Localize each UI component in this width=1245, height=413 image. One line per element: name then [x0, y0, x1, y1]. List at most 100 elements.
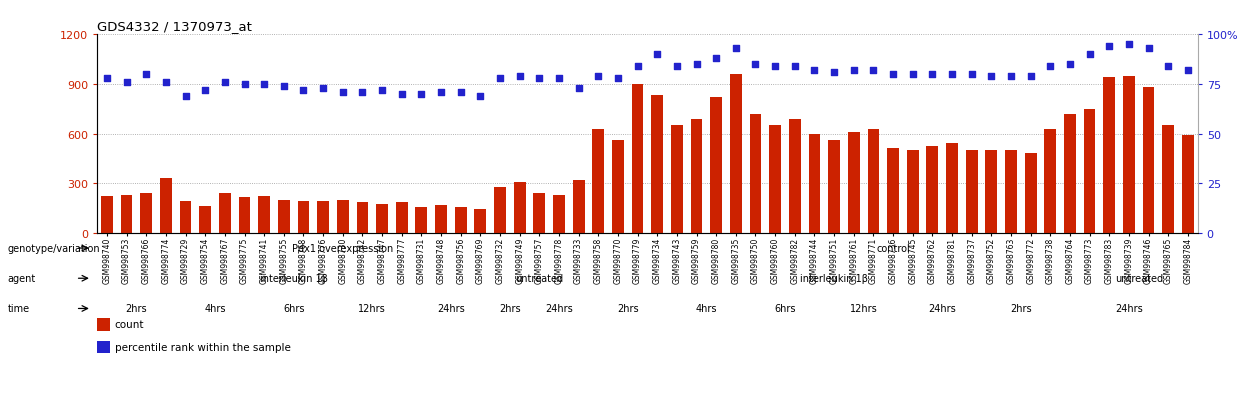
Point — [726, 46, 746, 52]
Point — [569, 85, 589, 92]
Point — [883, 71, 903, 78]
Bar — [986, 151, 997, 233]
Text: 4hrs: 4hrs — [204, 304, 225, 314]
Point — [274, 83, 294, 90]
Point — [1178, 67, 1198, 74]
Point — [824, 69, 844, 76]
Bar — [474, 209, 487, 233]
Point — [117, 79, 137, 86]
Point — [529, 76, 549, 82]
Text: 6hrs: 6hrs — [774, 304, 796, 314]
Bar — [436, 205, 447, 233]
Text: 2hrs: 2hrs — [126, 304, 147, 314]
Point — [411, 91, 431, 98]
Bar — [769, 126, 781, 233]
Point — [471, 93, 491, 100]
Text: percentile rank within the sample: percentile rank within the sample — [115, 342, 290, 352]
Point — [195, 87, 215, 94]
Text: GDS4332 / 1370973_at: GDS4332 / 1370973_at — [97, 20, 251, 33]
Point — [352, 89, 372, 96]
Text: time: time — [7, 304, 30, 314]
Point — [392, 91, 412, 98]
Point — [314, 85, 334, 92]
Bar — [1103, 78, 1116, 233]
Text: untreated: untreated — [515, 273, 564, 284]
Bar — [1163, 126, 1174, 233]
Bar — [553, 195, 565, 233]
Bar — [1064, 114, 1076, 233]
Text: agent: agent — [7, 273, 36, 284]
Bar — [848, 133, 859, 233]
Bar — [454, 208, 467, 233]
Point — [431, 89, 451, 96]
Point — [706, 56, 726, 62]
Bar — [573, 180, 584, 233]
Bar — [926, 147, 939, 233]
Text: 2hrs: 2hrs — [499, 304, 520, 314]
Bar — [631, 85, 644, 233]
Point — [686, 62, 706, 68]
Bar — [828, 141, 840, 233]
Point — [1079, 52, 1099, 58]
Text: 24hrs: 24hrs — [437, 304, 464, 314]
Bar — [711, 98, 722, 233]
Point — [844, 67, 864, 74]
Bar — [239, 198, 250, 233]
Bar — [888, 149, 899, 233]
Bar — [494, 187, 505, 233]
Bar — [808, 134, 820, 233]
Point — [1041, 64, 1061, 70]
Text: 24hrs: 24hrs — [545, 304, 573, 314]
Point — [961, 71, 981, 78]
Bar — [298, 202, 309, 233]
Point — [97, 76, 117, 82]
Point — [294, 87, 314, 94]
Bar — [416, 208, 427, 233]
Point — [1001, 74, 1021, 80]
Point — [1119, 42, 1139, 48]
Point — [1139, 46, 1159, 52]
Point — [903, 71, 923, 78]
Text: 6hrs: 6hrs — [283, 304, 304, 314]
Bar — [396, 203, 407, 233]
Text: 4hrs: 4hrs — [696, 304, 717, 314]
Bar — [1182, 136, 1194, 233]
Bar — [101, 197, 113, 233]
Bar — [749, 114, 762, 233]
Point — [509, 74, 529, 80]
Point — [176, 93, 195, 100]
Text: genotype/variation: genotype/variation — [7, 243, 100, 254]
Point — [491, 76, 510, 82]
Bar — [356, 203, 369, 233]
Text: count: count — [115, 320, 144, 330]
Bar — [691, 119, 702, 233]
Point — [549, 76, 569, 82]
Text: interleukin 1β: interleukin 1β — [260, 273, 327, 284]
Point — [627, 64, 647, 70]
Point — [156, 79, 176, 86]
Bar — [906, 151, 919, 233]
Bar — [789, 119, 801, 233]
Point — [215, 79, 235, 86]
Bar — [946, 143, 957, 233]
Text: 12hrs: 12hrs — [849, 304, 878, 314]
Bar — [1025, 154, 1037, 233]
Bar — [199, 207, 212, 233]
Point — [981, 74, 1001, 80]
Point — [942, 71, 962, 78]
Point — [923, 71, 942, 78]
Point — [136, 71, 156, 78]
Bar — [1005, 151, 1017, 233]
Bar — [1045, 129, 1056, 233]
Text: 24hrs: 24hrs — [929, 304, 956, 314]
Point — [647, 52, 667, 58]
Bar — [121, 195, 132, 233]
Text: control: control — [876, 243, 910, 254]
Bar — [278, 200, 290, 233]
Bar — [141, 194, 152, 233]
Text: 24hrs: 24hrs — [1116, 304, 1143, 314]
Bar — [219, 194, 230, 233]
Point — [589, 74, 609, 80]
Point — [766, 64, 786, 70]
Bar — [671, 126, 682, 233]
